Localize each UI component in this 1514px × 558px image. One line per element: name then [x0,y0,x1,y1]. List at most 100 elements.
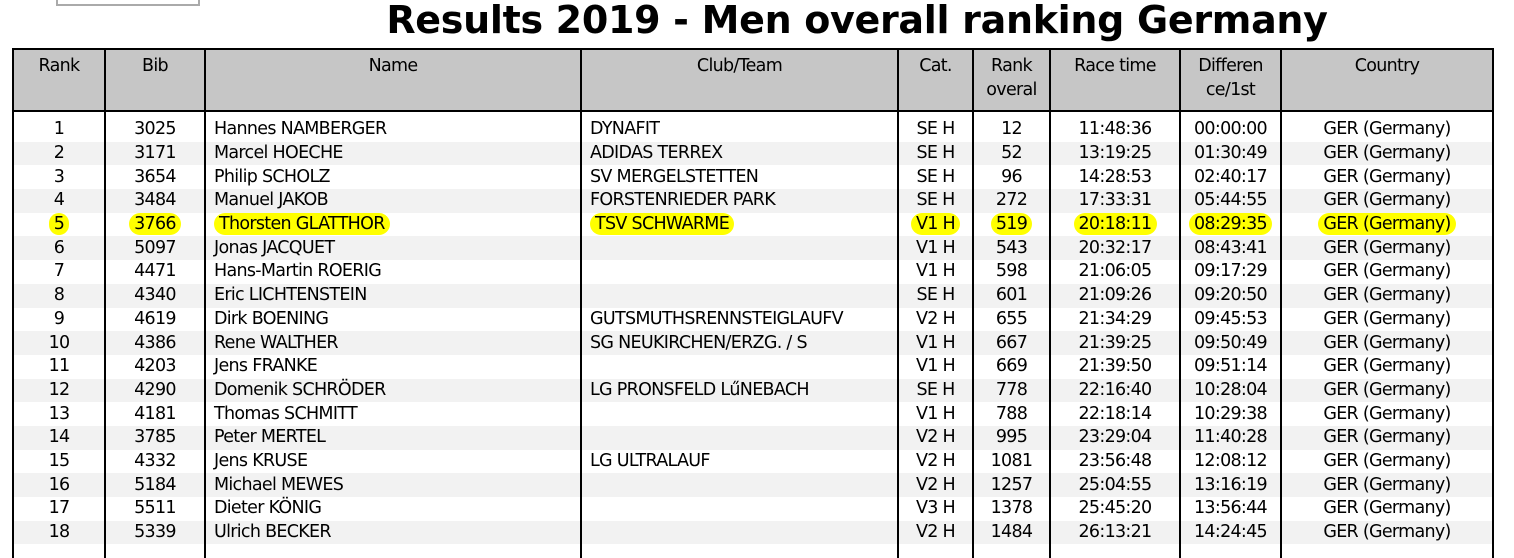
name-text: Jens FRANKE [214,356,318,377]
cell-name: Jonas JACQUET [204,236,582,261]
country-text: GER (Germany) [1323,285,1451,306]
cell-rank-overall: 272 [972,189,1051,213]
rank-overall-text: 995 [995,427,1028,448]
cell-rank: 5 [12,212,106,237]
cell-name: Rene WALTHER [204,331,582,355]
name-text: Thomas SCHMITT [214,403,358,424]
cell-rank: 10 [12,331,106,355]
rank-overall-text: 655 [995,308,1028,329]
rank-overall-text: 12 [1001,119,1023,140]
cell-rank-overall: 778 [972,378,1051,403]
cell-club: FORSTENRIEDER PARK [580,189,899,213]
rank-text: 6 [53,237,65,258]
cell-rank: 2 [12,141,106,166]
cat-text: V2 H [915,474,956,495]
cell-bib: 4203 [104,354,206,379]
col-difference: Differen ce/1st [1179,48,1282,112]
difference-text: 09:50:49 [1194,332,1268,353]
cell-cat: V2 H [897,425,974,450]
cell-name: Philip SCHOLZ [204,165,582,190]
cell-bib: 5097 [104,236,206,261]
cell-name: Manuel JAKOB [204,189,582,213]
rank-text: 11 [48,356,71,377]
cat-text: V1 H [915,261,956,282]
rank-overall-text: 52 [1001,143,1023,164]
cell-name: Domenik SCHRÖDER [204,378,582,403]
rank-text: 13 [48,403,71,424]
country-text: GER (Germany) [1323,143,1451,164]
top-left-box [56,0,200,6]
table-row: 5 3766 Thorsten GLATTHOR TSV SCHWARME V1 H 51… [12,212,1494,237]
cell-rank: 4 [12,189,106,213]
rank-overall-text: 1257 [990,474,1033,495]
name-text: Jonas JACQUET [214,237,335,258]
bib-text: 3025 [134,119,176,140]
cell-race-time: 23:29:04 [1049,425,1181,450]
rank-text: 14 [48,427,71,448]
table-row: 18 5339 Ulrich BECKER V2 H 1484 26:13:21 14:24… [12,520,1494,545]
country-text: GER (Germany) [1323,522,1451,543]
country-text: GER (Germany) [1323,119,1451,140]
race-time-text: 21:34:29 [1078,308,1153,329]
table-row: 3 3654 Philip SCHOLZ SV MERGELSTETTEN SE H 96… [12,165,1494,190]
cell-name: Peter MERTEL [204,425,582,450]
rank-text: 15 [48,450,71,471]
cell-race-time: 21:09:26 [1049,283,1181,308]
cat-text: SE H [916,285,955,306]
cell-country: GER (Germany) [1280,260,1494,284]
country-text: GER (Germany) [1323,450,1451,471]
cat-text: SE H [916,190,955,211]
cell-race-time: 20:32:17 [1049,236,1181,261]
rank-text: 10 [48,332,71,353]
cell-difference: 09:17:29 [1179,260,1282,284]
name-text: Ulrich BECKER [214,522,332,543]
cell-bib: 3785 [104,425,206,450]
cell-rank-overall: 543 [972,236,1051,261]
rank-text: 16 [48,474,71,495]
cell-rank: 12 [12,378,106,403]
cell-name: Thorsten GLATTHOR [204,212,582,237]
cell-race-time: 21:34:29 [1049,307,1181,332]
cat-text: V1 H [910,213,961,236]
cell-bib: 3766 [104,212,206,237]
country-text: GER (Germany) [1323,308,1451,329]
cell-name: Hans-Martin ROERIG [204,260,582,284]
cell-name: Michael MEWES [204,473,582,497]
table-row: 13 4181 Thomas SCHMITT V1 H 788 22:18:14 10:29… [12,402,1494,426]
bib-text: 3171 [134,143,176,164]
cell-country: GER (Germany) [1280,236,1494,261]
table-row: 11 4203 Jens FRANKE V1 H 669 21:39:50 09:51:14… [12,354,1494,379]
cell-rank-overall: 995 [972,425,1051,450]
cell-race-time: 11:48:36 [1049,118,1181,142]
name-text: Dieter KÖNIG [214,498,322,519]
table-row: 7 4471 Hans-Martin ROERIG V1 H 598 21:06:05 09… [12,260,1494,284]
name-text: Marcel HOECHE [214,143,343,164]
cell-name: Dieter KÖNIG [204,497,582,521]
cell-bib: 4386 [104,331,206,355]
cell-rank-overall: 1378 [972,497,1051,521]
cell-club: LG PRONSFELD LűNEBACH [580,378,899,403]
cell-difference: 09:50:49 [1179,331,1282,355]
rank-text: 9 [53,308,65,329]
cell-name: Eric LICHTENSTEIN [204,283,582,308]
cell-rank-overall: 1484 [972,520,1051,545]
col-race-time: Race time [1049,48,1181,112]
cell-bib: 3025 [104,118,206,142]
cell-rank: 6 [12,236,106,261]
rank-text: 3 [53,166,65,187]
cell-bib: 4181 [104,402,206,426]
cat-text: V2 H [915,450,956,471]
race-time-text: 20:18:11 [1073,213,1157,236]
club-text: TSV SCHWARME [590,213,735,236]
cell-club: DYNAFIT [580,118,899,142]
cell-cat: V1 H [897,354,974,379]
cell-rank: 9 [12,307,106,332]
name-text: Philip SCHOLZ [214,166,331,187]
cell-rank: 16 [12,473,106,497]
difference-text: 09:17:29 [1194,261,1268,282]
club-text: ADIDAS TERREX [590,143,723,164]
race-time-text: 14:28:53 [1078,166,1153,187]
rank-overall-text: 778 [995,379,1028,400]
cell-bib: 4332 [104,449,206,474]
rank-text: 4 [53,190,65,211]
